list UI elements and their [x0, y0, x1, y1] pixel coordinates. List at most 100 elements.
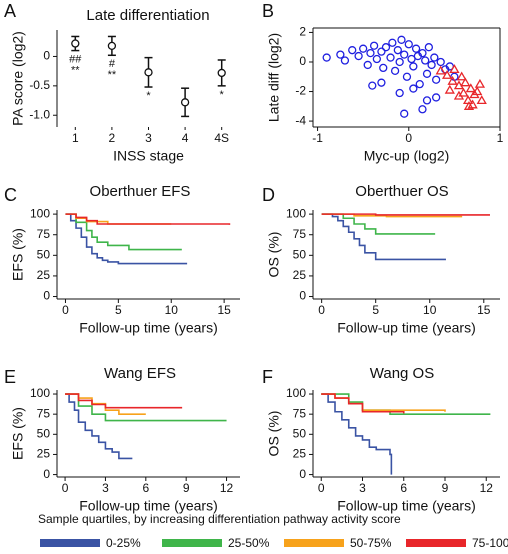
point [421, 56, 430, 65]
point [474, 78, 486, 88]
y-tick-label: 0 [299, 54, 306, 68]
panel-letter: B [262, 1, 274, 21]
y-tick-label: 75 [293, 406, 307, 420]
y-tick-label: 100 [286, 206, 306, 220]
x-axis-label: Follow-up time (years) [79, 498, 217, 514]
survival-curve [321, 393, 446, 412]
x-tick-label: 4S [214, 131, 229, 145]
x-axis-label: Follow-up time (years) [337, 498, 475, 514]
legend-swatch [162, 539, 222, 547]
x-tick-label: 4 [182, 131, 189, 145]
survival-curve [65, 213, 231, 225]
chart-title: Oberthuer OS [355, 183, 448, 200]
chart-title: Wang EFS [104, 365, 176, 382]
y-axis-label: Late diff (log2) [266, 33, 282, 122]
point [422, 69, 432, 78]
y-tick-label: 0 [299, 289, 306, 303]
survival-curve [321, 393, 491, 415]
x-tick-label: 3 [145, 131, 152, 145]
point [441, 69, 453, 79]
point [395, 57, 404, 67]
point [409, 62, 418, 71]
survival-curve [321, 393, 393, 475]
point [354, 51, 363, 61]
survival-curve [321, 213, 436, 235]
point [348, 46, 357, 55]
x-tick-label: -1 [312, 131, 323, 145]
y-tick-label: 0 [43, 467, 50, 481]
point [369, 41, 379, 50]
legend-label: 50-75% [350, 536, 392, 550]
legend-swatch [406, 539, 466, 547]
y-tick-label: 25 [293, 268, 307, 282]
point [463, 101, 475, 110]
chart-title: Wang OS [370, 365, 434, 382]
point [107, 41, 117, 51]
panel-letter: E [4, 367, 16, 387]
x-tick-label: 0 [405, 131, 412, 145]
point [409, 84, 418, 93]
panel-letter: D [262, 185, 275, 205]
chart-title: Oberthuer EFS [90, 183, 191, 200]
y-tick-label: -0.5 [29, 78, 50, 92]
legend-label: 75-100% [472, 536, 508, 550]
x-tick-label: 10 [165, 303, 179, 317]
y-axis-label: EFS (%) [10, 228, 26, 281]
y-axis-label: OS (%) [266, 411, 282, 457]
annotation: ** [71, 64, 80, 76]
y-tick-label: -1.0 [29, 107, 50, 121]
y-tick-label: 75 [293, 227, 307, 241]
survival-curve [65, 213, 188, 265]
point [458, 87, 469, 97]
point [402, 72, 412, 81]
x-tick-label: 5 [372, 303, 379, 317]
x-tick-label: 15 [477, 303, 491, 317]
point [436, 57, 445, 67]
y-tick-label: -4 [295, 113, 306, 127]
y-tick-label: 25 [293, 447, 307, 461]
annotation: # [109, 58, 116, 70]
annotation: ## [69, 53, 82, 65]
point [390, 66, 400, 76]
y-tick-label: 50 [37, 426, 51, 440]
point [336, 50, 345, 59]
x-tick-label: 15 [217, 303, 231, 317]
x-tick-label: 0 [62, 481, 69, 495]
legend-swatch [40, 539, 100, 547]
point [322, 53, 331, 62]
point [465, 83, 476, 93]
y-tick-label: 75 [37, 406, 51, 420]
point [435, 65, 446, 75]
y-axis-label: OS (%) [266, 232, 282, 278]
y-tick-label: 75 [37, 227, 51, 241]
point [363, 60, 372, 70]
x-tick-label: 9 [183, 481, 190, 495]
point [71, 39, 80, 48]
annotation: ** [108, 69, 117, 81]
survival-curve [321, 393, 405, 414]
survival-curve [321, 213, 446, 261]
x-tick-label: 12 [220, 481, 234, 495]
y-tick-label: 25 [37, 268, 51, 282]
chart-title: Late differentiation [86, 7, 209, 24]
point [431, 93, 441, 102]
point [379, 63, 388, 73]
y-tick-label: 0 [299, 467, 306, 481]
point [424, 43, 433, 52]
point [340, 56, 350, 65]
point [411, 44, 421, 53]
x-tick-label: 10 [423, 303, 437, 317]
point [430, 53, 439, 62]
survival-curve [321, 213, 490, 216]
x-tick-label: 2 [109, 131, 116, 145]
legend-label: 0-25% [106, 536, 141, 550]
x-tick-label: 0 [318, 481, 325, 495]
x-axis-label: Follow-up time (years) [337, 320, 475, 336]
legend-title: Sample quartiles, by increasing differen… [38, 512, 401, 526]
survival-curve [65, 393, 183, 409]
x-axis-label: Myc-up (log2) [364, 148, 450, 164]
panel-letter: C [4, 185, 17, 205]
survival-curve [65, 393, 133, 460]
y-tick-label: 50 [37, 247, 51, 261]
point [366, 48, 375, 58]
